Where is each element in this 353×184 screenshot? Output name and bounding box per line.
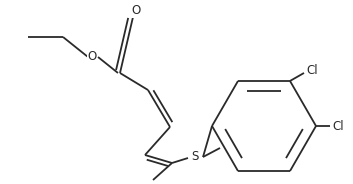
Text: Cl: Cl xyxy=(332,119,344,132)
Text: O: O xyxy=(131,4,140,17)
Text: O: O xyxy=(88,50,97,63)
Text: Cl: Cl xyxy=(306,64,318,77)
Text: S: S xyxy=(191,151,199,164)
